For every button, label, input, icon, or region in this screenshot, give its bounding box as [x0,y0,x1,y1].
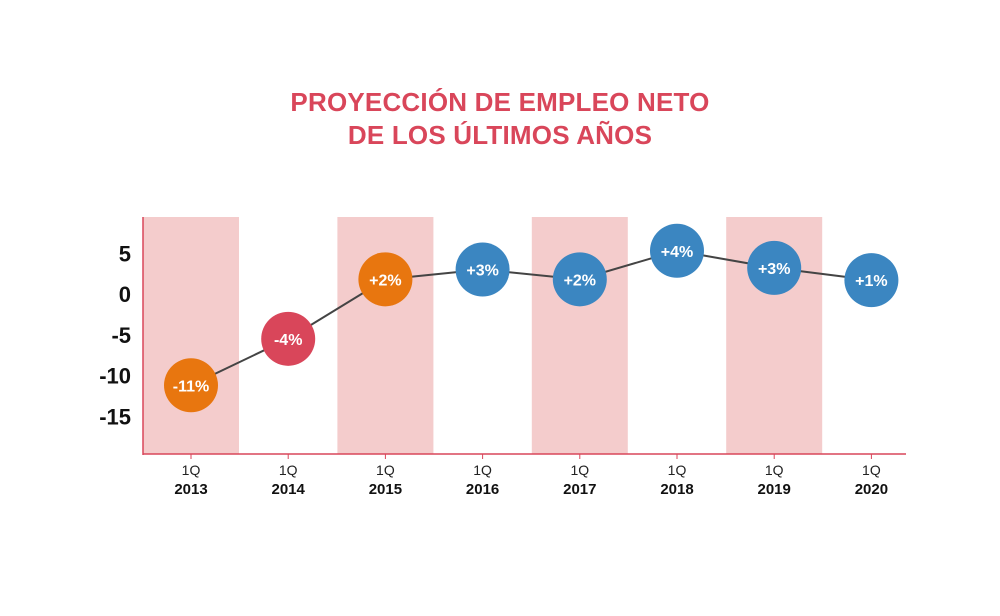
data-point-2018: +4% [650,223,704,278]
x-tick-year: 2019 [758,481,791,498]
data-point-2014: -4% [261,311,316,366]
band-2013 [143,217,239,454]
data-point-marker [747,240,802,295]
x-tick-quarter: 1Q [473,462,492,478]
data-label: -4% [274,332,302,349]
data-point-2017: +2% [552,252,607,307]
data-point-2019: +3% [747,240,802,295]
chart-title-line-1: PROYECCIÓN DE EMPLEO NETO [290,87,710,117]
data-points: -11% -4% +2% +3% +2% +4% +3% +1% [164,223,899,413]
data-label: +1% [855,273,887,290]
x-tick-quarter: 1Q [279,462,298,478]
data-point-2013: -11% [164,358,218,413]
x-tick-year: 2020 [855,481,888,498]
x-tick-year: 2018 [660,481,693,498]
data-point-marker [455,242,510,297]
x-tick-year: 2017 [563,481,596,498]
data-point-marker [844,253,899,308]
data-point-2020: +1% [844,253,899,308]
y-tick-label: -15 [99,404,131,429]
x-tick-quarter: 1Q [862,462,881,478]
data-point-marker [650,223,704,278]
y-tick-label: -5 [111,323,131,348]
data-label: +2% [369,272,401,289]
chart-title: PROYECCIÓN DE EMPLEO NETO DE LOS ÚLTIMOS… [0,86,1000,152]
y-tick-label: -10 [99,364,131,389]
x-tick-quarter: 1Q [376,462,395,478]
x-tick-year: 2014 [272,481,306,498]
y-axis-ticks: 5 0 -5 -10 -15 [99,241,131,429]
data-label: +3% [758,261,790,278]
x-tick-quarter: 1Q [668,462,687,478]
data-point-marker [552,252,607,307]
x-tick-quarter: 1Q [570,462,589,478]
y-tick-label: 5 [119,241,131,266]
y-tick-label: 0 [119,282,131,307]
data-label: -11% [173,378,209,395]
data-label: +2% [564,272,596,289]
data-point-marker [358,252,413,307]
x-tick-quarter: 1Q [765,462,784,478]
chart-title-line-2: DE LOS ÚLTIMOS AÑOS [347,120,653,150]
x-tick-year: 2013 [174,481,207,498]
data-label: +4% [661,244,693,261]
data-point-marker [164,358,218,413]
x-tick-year: 2015 [369,481,402,498]
x-tick-year: 2016 [466,481,499,498]
data-point-marker [261,311,316,366]
data-point-2016: +3% [455,242,510,297]
axes [142,217,906,455]
data-label: +3% [466,263,498,280]
x-tick-quarter: 1Q [182,462,201,478]
x-axis-labels: 1Q 2013 1Q 2014 1Q 2015 1Q 2016 1Q 2017 1Q 2018 1Q 20… [174,454,888,498]
data-point-2015: +2% [358,252,413,307]
